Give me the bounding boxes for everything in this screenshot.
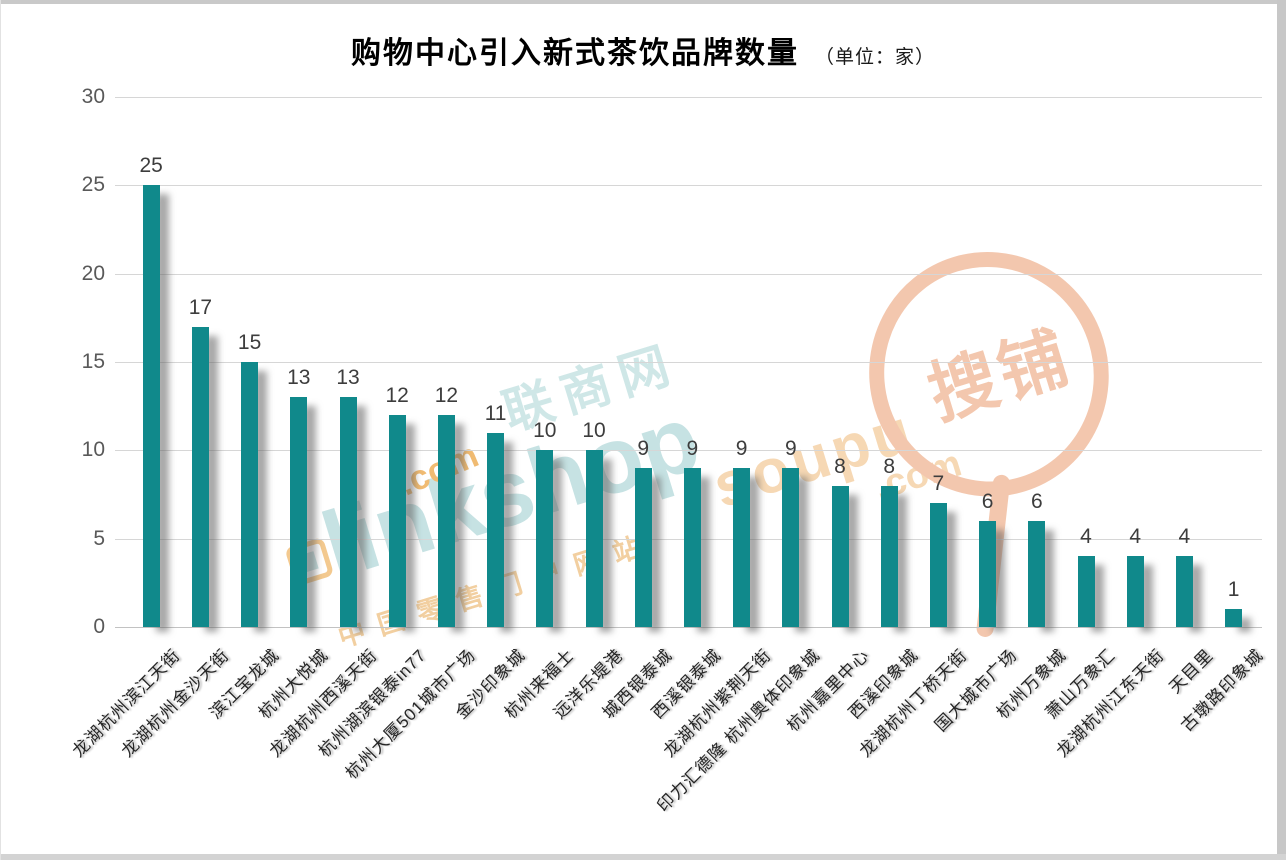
bar xyxy=(634,468,652,627)
bar-value-label: 15 xyxy=(237,331,262,354)
bar xyxy=(979,521,997,627)
bar-value-label: 9 xyxy=(735,437,748,460)
bar-value-label: 4 xyxy=(1178,525,1191,549)
bar xyxy=(536,450,554,627)
title-row: 购物中心引入新式茶饮品牌数量 （单位：家） xyxy=(0,28,1286,72)
gridline xyxy=(115,97,1262,98)
bar-value-label: 9 xyxy=(686,437,699,460)
bar-value-label: 8 xyxy=(834,454,846,478)
bar-value-label: 12 xyxy=(434,384,459,407)
y-axis-tick-label: 25 xyxy=(81,173,105,197)
page-title: 购物中心引入新式茶饮品牌数量 xyxy=(350,37,799,70)
bar xyxy=(831,485,849,627)
bar-value-label: 25 xyxy=(139,154,163,178)
y-axis-tick-label: 0 xyxy=(93,615,105,638)
bar-value-label: 9 xyxy=(784,437,797,460)
bar-value-label: 4 xyxy=(1129,525,1142,549)
top-edge xyxy=(0,0,1286,4)
bar xyxy=(191,326,209,627)
bar-value-label: 10 xyxy=(533,419,557,443)
bar xyxy=(1175,556,1193,627)
bar xyxy=(339,397,357,627)
bar xyxy=(1028,521,1046,627)
bar-value-label: 13 xyxy=(336,366,360,390)
left-edge xyxy=(0,0,1,860)
y-axis-tick-label: 5 xyxy=(93,526,105,550)
bar xyxy=(290,397,308,627)
bar-value-label: 4 xyxy=(1080,525,1092,549)
bar xyxy=(1126,556,1144,627)
bar-value-label: 9 xyxy=(637,437,650,460)
bar-value-label: 13 xyxy=(287,366,311,390)
bar xyxy=(388,415,406,627)
bottom-edge xyxy=(0,854,1286,860)
bar xyxy=(437,415,455,627)
bar xyxy=(1225,609,1243,627)
unit-label: （单位：家） xyxy=(814,47,935,68)
bar-value-label: 11 xyxy=(484,401,507,425)
gridline xyxy=(115,450,1262,452)
right-scrollbar-edge[interactable] xyxy=(1277,0,1286,860)
bar xyxy=(487,432,505,627)
bar xyxy=(241,362,259,627)
gridline xyxy=(115,273,1262,275)
bar xyxy=(683,468,701,627)
y-axis-tick-label: 10 xyxy=(81,438,105,462)
bar xyxy=(585,450,603,627)
y-axis-tick-label: 20 xyxy=(81,261,105,285)
bar xyxy=(880,485,898,627)
bar-value-label: 12 xyxy=(385,384,409,407)
bar-value-label: 17 xyxy=(188,295,213,319)
gridline xyxy=(115,185,1262,187)
y-axis-tick-label: 30 xyxy=(81,85,105,108)
bar xyxy=(1077,556,1095,627)
gridline xyxy=(115,362,1262,363)
y-axis-tick-label: 15 xyxy=(81,350,105,373)
bar-value-label: 6 xyxy=(1030,490,1043,513)
bar-value-label: 1 xyxy=(1227,578,1240,602)
bar xyxy=(142,185,160,627)
gridline xyxy=(115,627,1262,628)
bar xyxy=(733,468,751,627)
bar xyxy=(782,468,800,627)
bar xyxy=(929,503,947,627)
bar-value-label: 10 xyxy=(582,419,606,443)
